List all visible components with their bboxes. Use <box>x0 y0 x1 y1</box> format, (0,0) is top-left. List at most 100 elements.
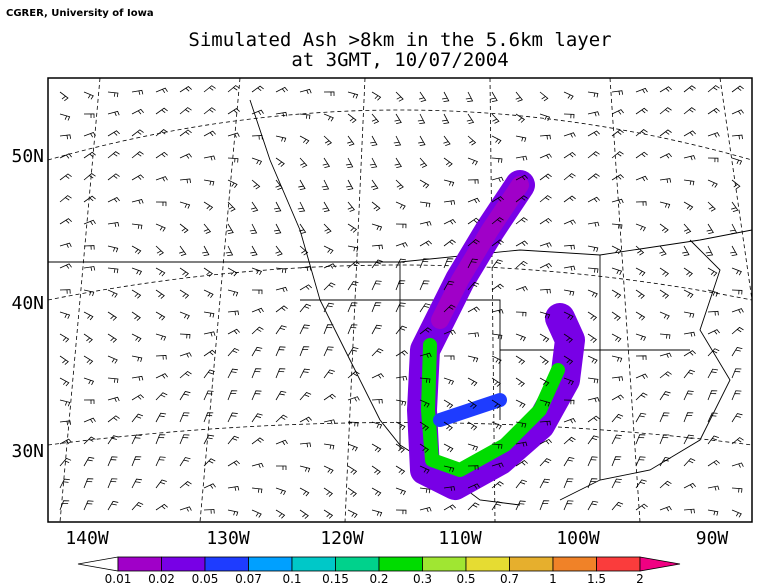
wind-barb <box>322 201 330 213</box>
wind-barb <box>227 108 240 115</box>
wind-barb <box>83 478 94 489</box>
wind-barb <box>371 443 382 453</box>
wind-barb <box>731 326 744 335</box>
wind-barb <box>131 413 144 423</box>
wind-barb <box>563 377 574 386</box>
wind-barb <box>371 179 379 191</box>
wind-barb <box>83 355 94 365</box>
wind-barb <box>515 500 526 511</box>
wind-barb <box>659 245 667 256</box>
wind-barb <box>107 289 118 298</box>
wind-barb <box>179 178 191 184</box>
wind-barb <box>731 487 743 493</box>
wind-barb <box>707 157 719 163</box>
wind-barb <box>539 333 550 343</box>
wind-barb <box>443 200 456 206</box>
wind-barb <box>731 85 744 93</box>
wind-barb <box>659 371 672 379</box>
wind-barb <box>395 258 406 269</box>
wind-barb <box>59 420 72 426</box>
wind-barb <box>179 245 187 257</box>
wind-barb <box>347 201 356 212</box>
wind-barb <box>419 443 430 453</box>
wind-barb <box>683 223 692 234</box>
wind-barb <box>155 373 168 379</box>
wind-barb <box>539 420 551 426</box>
wind-barb <box>59 333 70 343</box>
wind-barb <box>179 153 192 159</box>
wind-barb <box>250 201 259 213</box>
wind-barb <box>249 223 258 235</box>
wind-barb <box>395 242 408 248</box>
wind-barb <box>587 245 599 252</box>
wind-barb <box>251 487 263 494</box>
wind-barb <box>707 390 718 401</box>
wind-barb <box>563 265 576 271</box>
wind-barb <box>683 179 695 186</box>
wind-barb <box>706 223 714 235</box>
colorbar-segment <box>465 556 510 572</box>
wind-barb <box>155 151 168 159</box>
wind-barb <box>731 368 742 379</box>
wind-barb <box>491 333 503 340</box>
wind-barb <box>155 223 166 232</box>
wind-barb <box>203 311 215 318</box>
wind-barb <box>251 289 263 295</box>
wind-barb <box>203 412 214 423</box>
wind-barb <box>179 289 190 299</box>
wind-barb <box>395 443 405 453</box>
wind-barb <box>155 107 168 115</box>
wind-barb <box>443 258 454 269</box>
wind-barb <box>539 134 551 140</box>
colorbar-label: 0.01 <box>105 572 132 586</box>
wind-barb <box>731 179 741 190</box>
wind-barb <box>107 396 120 402</box>
wind-barb <box>467 399 477 409</box>
wind-barb <box>83 377 95 386</box>
wind-barb <box>491 239 504 247</box>
wind-barb <box>347 370 360 379</box>
wind-barb <box>395 325 408 335</box>
wind-barb <box>321 179 330 191</box>
wind-barb <box>515 286 528 292</box>
wind-barb <box>539 262 552 269</box>
wind-barb <box>107 435 119 445</box>
wind-barb <box>155 392 168 401</box>
wind-barb <box>587 415 600 423</box>
wind-barb <box>203 434 215 445</box>
wind-barb <box>371 421 383 429</box>
wind-barb <box>611 109 624 115</box>
wind-barb <box>83 436 96 445</box>
wind-barb <box>155 176 168 182</box>
wind-barb <box>298 223 307 235</box>
wind-barb <box>131 394 144 401</box>
wind-barb <box>443 377 455 386</box>
wind-barb <box>705 245 714 257</box>
wind-barb <box>179 412 190 423</box>
wind-barb <box>419 487 431 494</box>
wind-barb <box>611 245 622 255</box>
wind-barb <box>371 223 383 231</box>
wind-barb <box>347 396 360 402</box>
lon-label: 140W <box>65 528 109 549</box>
wind-barb <box>467 258 478 269</box>
wind-barb <box>563 289 575 296</box>
wind-barb <box>59 173 72 181</box>
wind-barb <box>491 157 503 163</box>
wind-barb <box>659 223 669 234</box>
wind-barb <box>659 153 672 159</box>
colorbar-label: 0.5 <box>456 572 475 586</box>
wind-barb <box>347 261 360 269</box>
wind-barb <box>443 443 454 453</box>
wind-barb <box>707 435 719 445</box>
wind-barb <box>419 258 430 269</box>
wind-barb <box>275 509 286 519</box>
wind-barb <box>491 377 501 387</box>
wind-barb <box>323 509 334 519</box>
wind-barb <box>203 223 212 234</box>
wind-barb <box>659 201 671 209</box>
wind-barb <box>707 179 718 188</box>
wind-barb <box>179 370 192 379</box>
wind-barb <box>587 456 598 467</box>
wind-barb <box>179 223 189 234</box>
